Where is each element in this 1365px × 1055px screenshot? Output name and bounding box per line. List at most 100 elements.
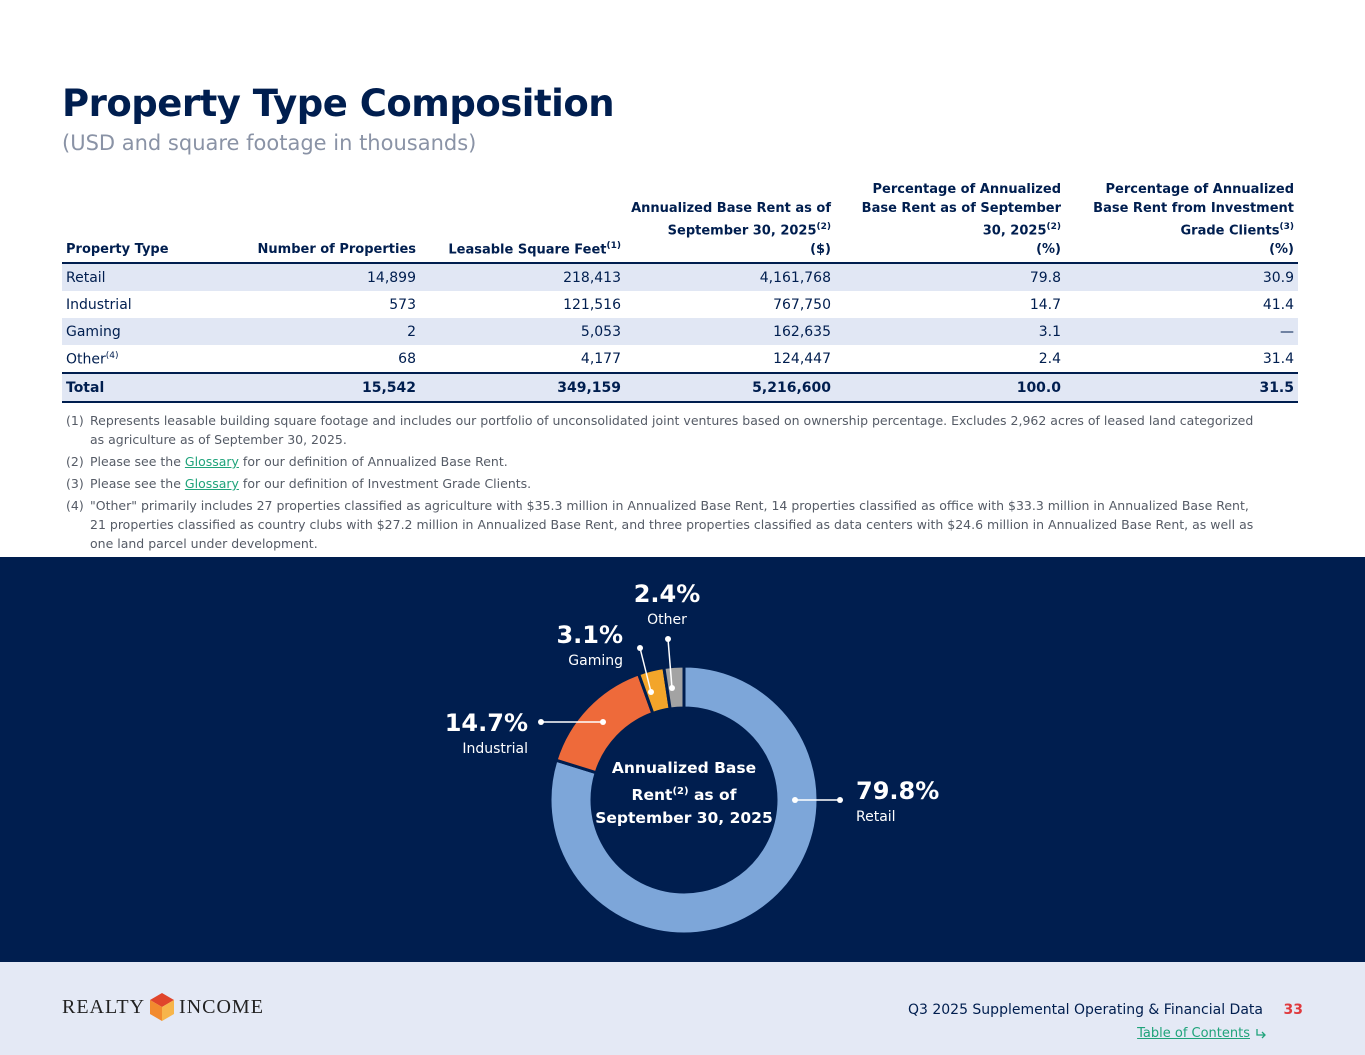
- center-line: Rent(2) as of: [594, 780, 774, 807]
- leader-dot: [837, 797, 843, 803]
- table-cell: 15,542: [220, 372, 420, 404]
- table-cell: 100.0: [835, 372, 1065, 404]
- table-cell: 5,216,600: [625, 372, 835, 404]
- leader-dot: [669, 685, 675, 691]
- center-text: as of: [693, 786, 737, 805]
- table-cell: 4,177: [580, 350, 621, 367]
- footnote-part: Represents leasable building square foot…: [90, 413, 1254, 447]
- logo: REALTY INCOME: [62, 992, 264, 1022]
- footnote-part: for our definition of Investment Grade C…: [242, 476, 532, 491]
- table-cell: 121,516: [563, 296, 621, 313]
- leader-dot: [600, 719, 606, 725]
- page-subtitle: (USD and square footage in thousands): [62, 131, 477, 155]
- value-label: 79.8%: [856, 777, 939, 805]
- leader-dot: [792, 797, 798, 803]
- table-cell: Total: [62, 372, 220, 404]
- table-cell: 31.4: [1262, 350, 1294, 367]
- table-cell: Industrial: [66, 296, 132, 313]
- table-cell: 124,447: [773, 350, 831, 367]
- table-cell: 14.7: [1029, 296, 1061, 313]
- total-row: Total 15,542 349,159 5,216,600 100.0 31.5: [62, 372, 1298, 404]
- footnote-marker: (2): [66, 454, 84, 469]
- table-cell: 767,750: [773, 296, 831, 313]
- logo-icon: [150, 993, 175, 1021]
- category-label: Gaming: [568, 653, 623, 669]
- table-cell: 5,053: [420, 318, 625, 346]
- center-line: Annualized Base: [611, 759, 757, 777]
- footnote-marker: (3): [66, 476, 84, 491]
- glossary-link[interactable]: Glossary: [184, 454, 239, 469]
- table-cell: Retail: [62, 263, 220, 292]
- table-cell: 573: [389, 296, 416, 313]
- table-cell: 30.9: [1065, 263, 1298, 292]
- toc-arrow: [1256, 1029, 1266, 1039]
- header-sup: (1): [606, 241, 622, 251]
- value-label: 3.1%: [556, 621, 623, 649]
- category-label: Other: [647, 612, 687, 628]
- cell-sup: (4): [105, 350, 119, 361]
- table-cell: 162,635: [625, 318, 835, 346]
- footnote: (4) "Other" primarily includes 27 propert…: [66, 496, 1266, 553]
- footnote-marker: (4): [66, 498, 84, 513]
- header-text: Number of Properties: [257, 242, 416, 258]
- center-text: Rent: [631, 786, 673, 805]
- header-text: Property Type: [66, 242, 169, 258]
- table-cell: 4,161,768: [625, 263, 835, 292]
- glossary-link[interactable]: Glossary: [184, 476, 239, 491]
- leader-dot: [648, 689, 654, 695]
- table-row: Other(4) 68 4,177 124,447 2.4 31.4: [62, 345, 1298, 373]
- donut-slice: [548, 664, 820, 936]
- leader-line: [667, 638, 673, 689]
- table-cell: —: [1065, 318, 1298, 346]
- column-header: Leasable Square Feet(1): [420, 180, 625, 265]
- toc-link[interactable]: Table of Contents: [1137, 1026, 1250, 1041]
- table-cell: 349,159: [420, 372, 625, 404]
- value-label: 2.4%: [634, 580, 701, 608]
- page-number: 33: [1283, 1002, 1303, 1018]
- footnote-part: for our definition of Annualized Base Re…: [242, 454, 508, 469]
- header-text: Percentage of Annualized Base Rent as of…: [861, 182, 1061, 239]
- header-text: Annualized Base Rent as of September 30,…: [631, 201, 831, 239]
- footnote: (2) Please see the Glossary for our defin…: [66, 452, 1266, 471]
- header-sup: (2): [1046, 222, 1062, 232]
- table-cell: 41.4: [1262, 296, 1294, 313]
- table-row: Retail 14,899 218,413 4,161,768 79.8 30.9: [62, 263, 1298, 292]
- table-row: Gaming 2 5,053 162,635 3.1—: [62, 318, 1298, 346]
- table-cell: Other(4): [62, 345, 220, 373]
- property-table: Property Type Number of Properties Leasabl…: [62, 180, 1298, 404]
- column-header: Percentage of Annualized Base Rent from …: [1065, 180, 1298, 265]
- footnote-part: Please see the: [90, 454, 181, 469]
- table-cell: 14,899: [220, 263, 420, 292]
- header-sup: (3): [1279, 222, 1295, 232]
- logo-text: INCOME: [179, 995, 264, 1018]
- footnotes: (1) Represents leasable building square f…: [66, 411, 1266, 556]
- table-cell: 3.1: [835, 318, 1065, 346]
- header-unit: ($): [810, 242, 831, 258]
- table-cell: 2: [220, 318, 420, 346]
- footnote: (3) Please see the Glossary for our defin…: [66, 474, 1266, 493]
- report-name: Q3 2025 Supplemental Operating & Financi…: [907, 1002, 1263, 1018]
- table-row: Industrial 573 121,516 767,750 14.7 41.4: [62, 291, 1298, 318]
- table-cell: 218,413: [420, 263, 625, 292]
- value-label: 14.7%: [445, 709, 528, 737]
- footnote: (1) Represents leasable building square f…: [66, 411, 1266, 449]
- logo-text: REALTY: [62, 995, 146, 1018]
- column-header: Number of Properties: [220, 180, 420, 265]
- leader-line: [639, 647, 652, 693]
- header-unit: (%): [1269, 242, 1294, 258]
- table-cell: 68: [398, 350, 416, 367]
- page-title: Property Type Composition: [62, 82, 615, 125]
- table-cell: 79.8: [835, 263, 1065, 292]
- footnote-part: "Other" primarily includes 27 properties…: [90, 498, 1254, 551]
- column-header: Percentage of Annualized Base Rent as of…: [835, 180, 1065, 265]
- header-unit: (%): [1036, 242, 1061, 258]
- footer: REALTY INCOME Q3 2025 Supplemental Opera…: [0, 962, 1365, 1055]
- column-header: Property Type: [62, 180, 220, 265]
- center-sup: (2): [672, 786, 689, 797]
- footnote-text: Please see the Glossary for our definiti…: [90, 474, 531, 493]
- center-line: September 30, 2025: [595, 809, 773, 828]
- table-cell: 2.4: [1038, 350, 1061, 367]
- column-header: Annualized Base Rent as of September 30,…: [625, 180, 835, 265]
- footnote-text: Please see the Glossary for our definiti…: [90, 452, 508, 471]
